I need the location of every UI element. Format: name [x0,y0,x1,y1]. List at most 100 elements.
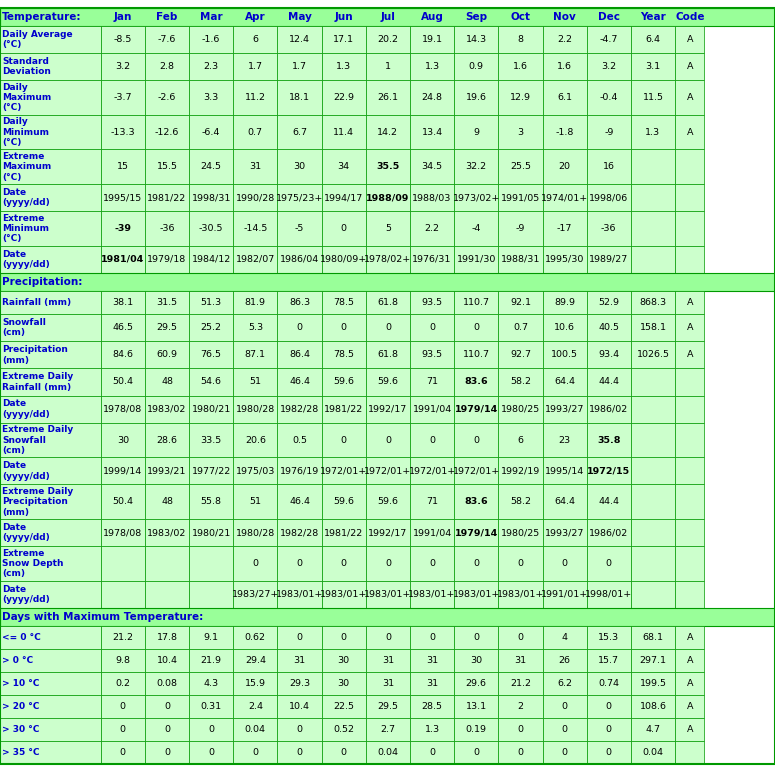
Text: 46.4: 46.4 [289,378,310,386]
Bar [145,53,189,80]
Bar [631,184,675,211]
Text: Daily Average
(°C): Daily Average (°C) [2,30,73,49]
Bar [587,150,631,184]
Text: 13.1: 13.1 [466,702,487,711]
Bar [145,80,189,115]
Text: 1986/02: 1986/02 [589,405,629,413]
Bar [277,626,322,649]
Text: 10.6: 10.6 [554,323,575,332]
Bar [498,457,542,484]
Bar [454,80,498,115]
Text: 1995/15: 1995/15 [103,193,143,202]
Bar [631,80,675,115]
Bar [322,546,366,581]
Bar [587,314,631,341]
Bar [410,211,454,246]
Bar [587,546,631,581]
Bar [631,291,675,314]
Text: 0.7: 0.7 [513,323,528,332]
Text: 0: 0 [341,435,346,445]
Bar [0,273,775,291]
Text: 1982/28: 1982/28 [280,528,319,537]
Text: -9: -9 [515,224,525,233]
Text: 51: 51 [250,498,261,506]
Bar [0,314,101,341]
Text: 29.5: 29.5 [157,323,177,332]
Text: 1995/14: 1995/14 [545,466,584,475]
Bar [410,695,454,718]
Text: 1983/02: 1983/02 [147,405,187,413]
Bar [454,341,498,368]
Text: 26: 26 [559,656,570,665]
Text: 0: 0 [518,748,523,757]
Bar [101,53,145,80]
Bar [189,184,233,211]
Bar [233,211,277,246]
Bar [101,184,145,211]
Bar [233,150,277,184]
Text: 1981/22: 1981/22 [324,405,363,413]
Bar [587,53,631,80]
Text: 1983/01+: 1983/01+ [320,590,367,599]
Bar [366,741,410,764]
Bar [498,80,542,115]
Text: 0: 0 [562,702,567,711]
Bar [675,80,704,115]
Bar [189,695,233,718]
Bar [498,581,542,608]
Text: 84.6: 84.6 [112,350,133,360]
Bar [542,368,587,395]
Text: 16: 16 [603,162,615,171]
Bar [366,184,410,211]
Bar [189,649,233,672]
Text: 21.2: 21.2 [510,679,531,688]
Bar [189,672,233,695]
Text: 21.2: 21.2 [112,633,133,642]
Bar [101,341,145,368]
Bar [322,291,366,314]
Bar [587,457,631,484]
Text: 1991/04: 1991/04 [412,405,452,413]
Bar [542,184,587,211]
Bar [587,368,631,395]
Text: A: A [687,298,693,307]
Bar [0,581,101,608]
Text: Feb: Feb [157,12,177,22]
Bar [145,423,189,457]
Text: 1972/01+: 1972/01+ [453,466,500,475]
Text: 1991/04: 1991/04 [412,528,452,537]
Text: 31.5: 31.5 [157,298,177,307]
Bar [189,211,233,246]
Text: 0: 0 [429,559,435,568]
Bar [0,368,101,395]
Bar [189,341,233,368]
Text: 83.6: 83.6 [464,498,488,506]
Bar [101,581,145,608]
Bar [189,718,233,741]
Text: 1980/28: 1980/28 [236,405,275,413]
Text: 1983/01+: 1983/01+ [408,590,456,599]
Bar [366,484,410,519]
Text: 46.5: 46.5 [112,323,133,332]
Bar [277,26,322,53]
Text: 6.7: 6.7 [292,128,307,136]
Text: 58.2: 58.2 [510,378,531,386]
Bar [145,211,189,246]
Text: 1993/27: 1993/27 [545,405,584,413]
Text: A: A [687,702,693,711]
Bar [189,626,233,649]
Bar [322,423,366,457]
Bar [587,519,631,546]
Text: 10.4: 10.4 [289,702,310,711]
Bar [277,695,322,718]
Bar [233,26,277,53]
Text: 0: 0 [385,323,391,332]
Bar [0,53,101,80]
Bar [0,608,775,626]
Bar [410,150,454,184]
Bar [631,314,675,341]
Bar [542,626,587,649]
Bar [0,115,101,150]
Bar [277,423,322,457]
Text: -7.6: -7.6 [158,35,176,44]
